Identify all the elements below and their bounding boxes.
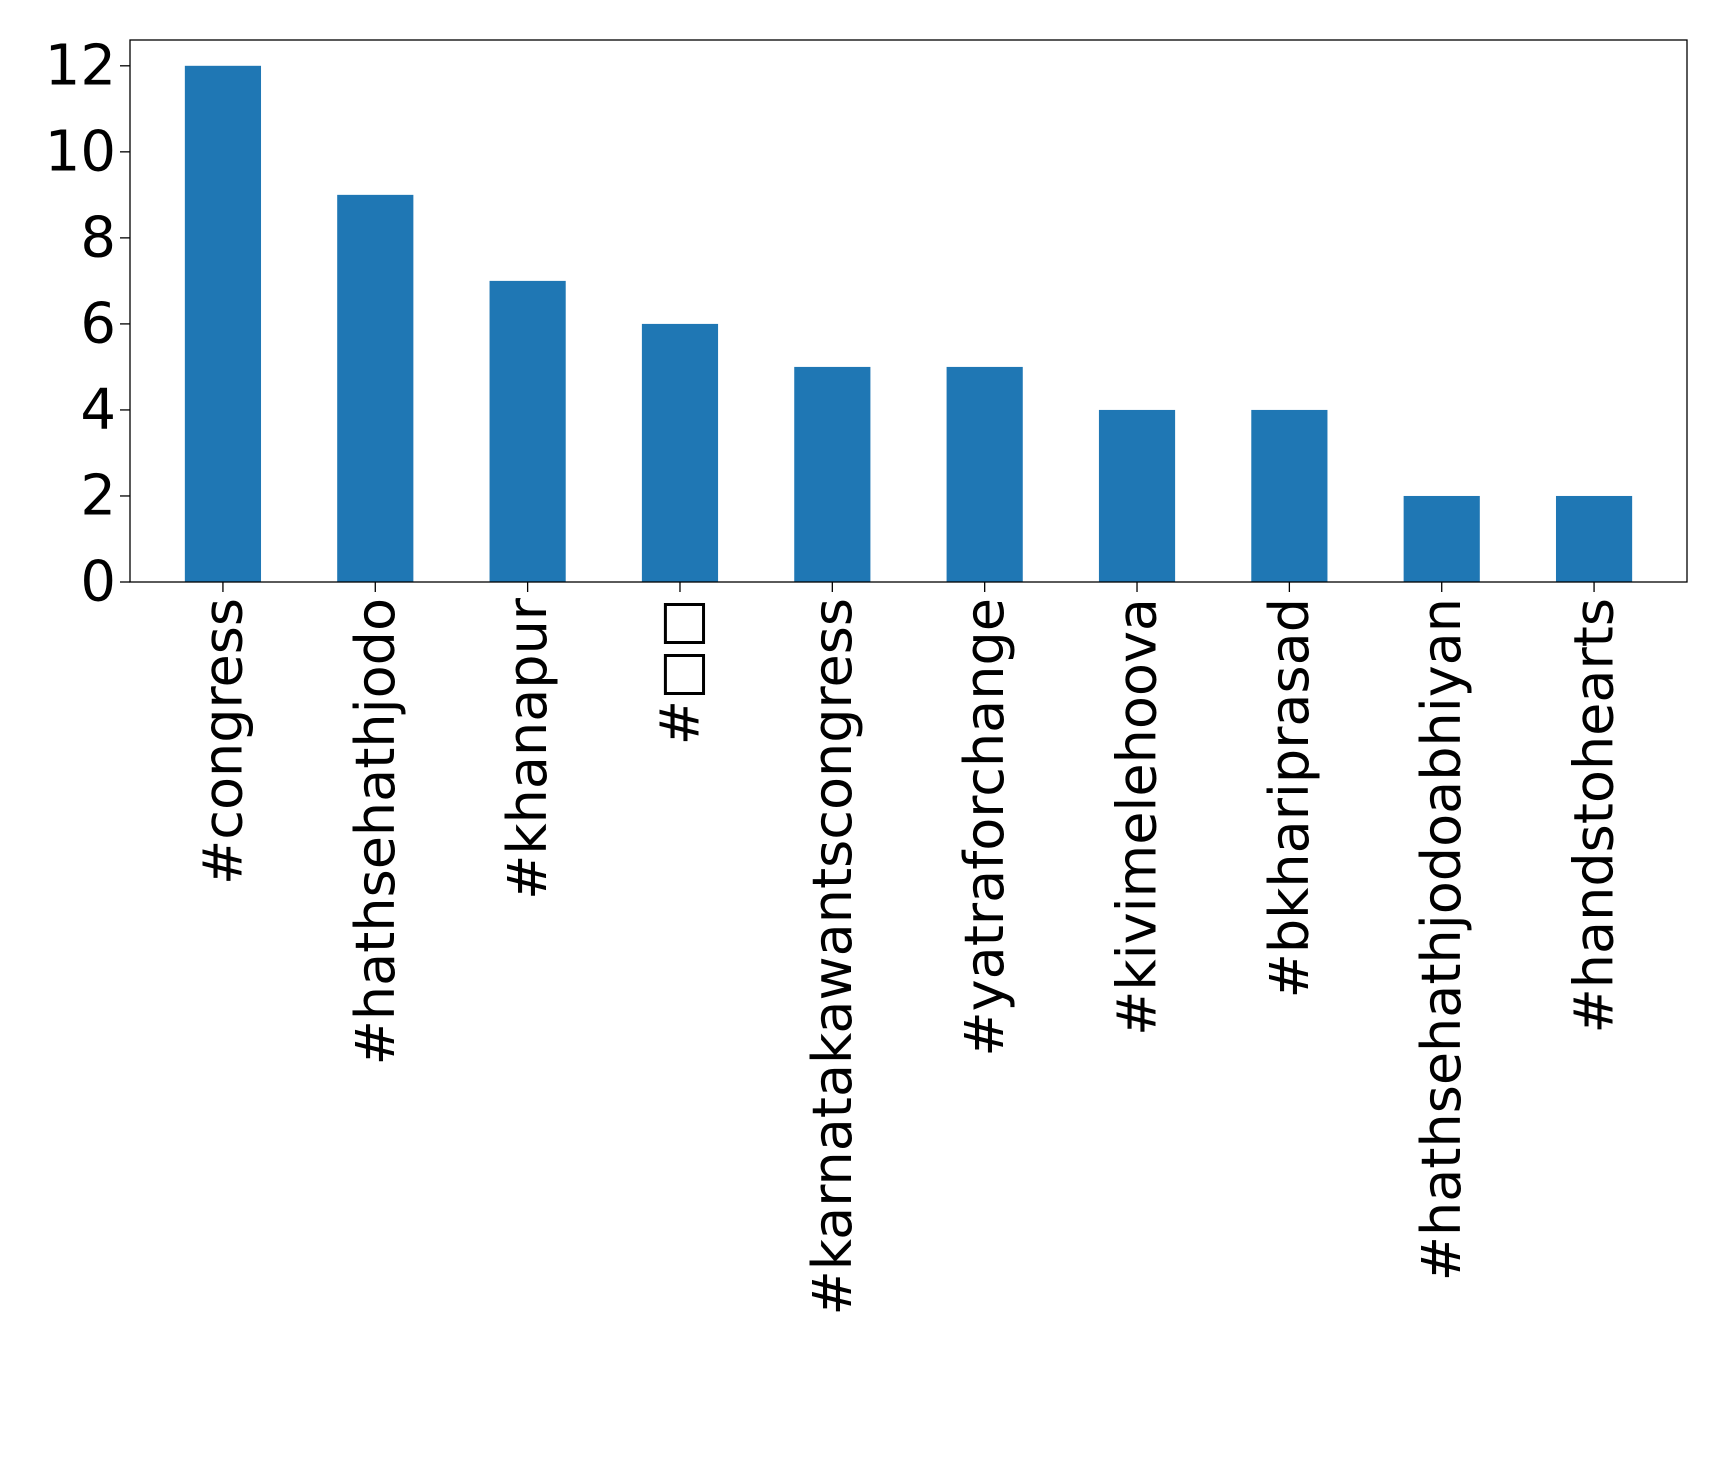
bar [1098, 409, 1176, 582]
bar [489, 280, 566, 582]
bars-group [184, 65, 1633, 583]
bar [946, 366, 1023, 582]
plot-frame [129, 39, 1688, 583]
bar [1251, 409, 1328, 582]
x-tick-label: #hathsehathjodoabhiyan [1410, 598, 1473, 1281]
x-tick-label: #bkhariprasad [1258, 598, 1321, 998]
x-axis: #congress #hathsehathjodo #khanapur #□□ #kar… [191, 582, 1626, 1315]
bar [641, 323, 719, 582]
bar [794, 366, 871, 582]
x-tick-label: #yatraforchange [953, 598, 1016, 1057]
x-tick-label: #khanapur [496, 597, 559, 900]
x-tick-label: #kivimelehoova [1106, 598, 1169, 1036]
y-tick-label: 8 [80, 205, 116, 270]
x-tick-label: #congress [191, 598, 254, 885]
y-tick-label: 12 [45, 33, 116, 98]
bar [1403, 495, 1480, 582]
y-tick-label: 0 [80, 550, 116, 615]
x-tick-label: #handstohearts [1563, 598, 1626, 1033]
y-tick-label: 4 [80, 377, 116, 442]
y-tick-label: 6 [80, 291, 116, 356]
bar [337, 194, 414, 582]
x-tick-label: #□□ [648, 598, 711, 745]
bar [1555, 495, 1633, 582]
x-tick-label: #karnatakawantscongress [801, 598, 864, 1315]
x-tick-label: #hathsehathjodo [344, 598, 407, 1065]
y-axis: 0 2 4 6 8 10 12 [45, 33, 130, 615]
y-tick-label: 10 [45, 119, 116, 184]
bar [184, 65, 262, 583]
y-tick-label: 2 [80, 463, 116, 528]
